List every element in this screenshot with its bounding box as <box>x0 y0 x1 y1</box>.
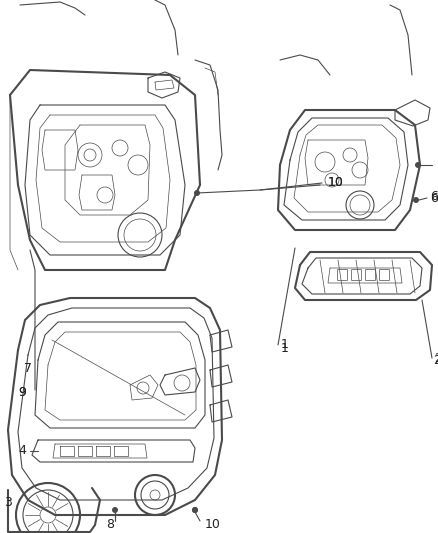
Circle shape <box>194 190 200 196</box>
Text: 10: 10 <box>205 518 221 530</box>
Text: 10: 10 <box>328 176 344 190</box>
Text: 9: 9 <box>18 386 26 400</box>
Text: 6: 6 <box>430 191 438 205</box>
Text: 2: 2 <box>433 353 438 367</box>
Text: 7: 7 <box>24 361 32 375</box>
Circle shape <box>415 162 421 168</box>
Circle shape <box>192 507 198 513</box>
Text: 1: 1 <box>281 338 289 351</box>
Text: 4: 4 <box>18 445 26 457</box>
Circle shape <box>112 507 118 513</box>
Text: 10: 10 <box>328 176 344 190</box>
Text: 6: 6 <box>430 190 438 203</box>
Text: 1: 1 <box>281 342 289 354</box>
Text: 2: 2 <box>434 351 438 365</box>
Circle shape <box>192 507 198 513</box>
Text: 3: 3 <box>4 496 12 508</box>
Circle shape <box>413 197 419 203</box>
Text: 8: 8 <box>106 518 114 530</box>
Text: 9: 9 <box>18 386 26 400</box>
